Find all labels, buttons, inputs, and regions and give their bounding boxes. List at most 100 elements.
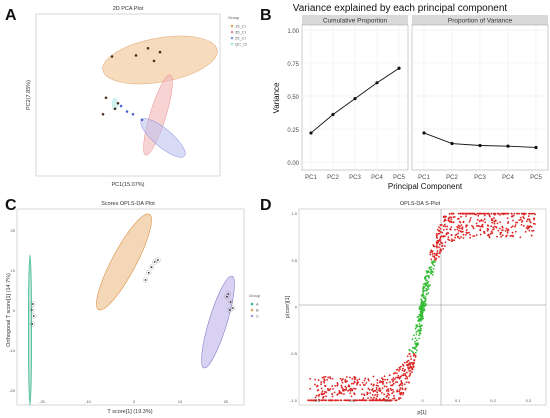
splot-point-significant — [499, 213, 501, 216]
panel-label-a: A — [5, 7, 17, 24]
splot-point-significant — [516, 212, 519, 215]
splot-point-significant — [327, 389, 330, 392]
splot-point-significant — [409, 372, 412, 375]
splot-point-significant — [443, 220, 446, 222]
splot-point-significant — [346, 399, 349, 402]
splot-point-significant — [372, 375, 375, 378]
splot-point-significant — [438, 246, 440, 248]
x-tick-label: 20 — [224, 399, 229, 404]
splot-point-significant — [492, 226, 495, 229]
splot-point-significant — [514, 230, 517, 233]
facet-strip — [412, 15, 548, 25]
splot-point-significant — [435, 234, 438, 237]
y-tick-label: -1.0 — [290, 398, 298, 403]
splot-point-significant — [457, 236, 459, 239]
splot-point-significant — [396, 389, 399, 392]
x-tick-label: 0.2 — [490, 398, 496, 403]
opls-point-ring — [30, 301, 36, 307]
splot-point-significant — [381, 382, 384, 384]
splot-point-significant — [402, 393, 404, 396]
splot-point-nonsignificant — [414, 327, 417, 330]
opls-point — [229, 301, 232, 303]
splot-point-significant — [372, 383, 375, 386]
splot-point-significant — [526, 227, 529, 230]
splot-point-significant — [443, 245, 446, 248]
splot-point-significant — [402, 367, 404, 370]
splot-point-significant — [523, 217, 525, 220]
splot-point-significant — [317, 395, 320, 397]
splot-point-nonsignificant — [422, 296, 425, 299]
splot-point-nonsignificant — [423, 302, 426, 304]
splot-point-significant — [371, 394, 374, 396]
splot-point-nonsignificant — [417, 315, 420, 318]
splot-point-significant — [443, 218, 446, 221]
panel-label-c: C — [5, 197, 17, 214]
splot-point-nonsignificant — [423, 289, 426, 292]
splot-point-significant — [399, 368, 401, 371]
splot-point-nonsignificant — [410, 350, 413, 353]
x-tick-label: 0 — [421, 398, 424, 403]
x-tick-label: PC2 — [446, 175, 458, 181]
splot-point-nonsignificant — [420, 307, 423, 310]
splot-point-nonsignificant — [418, 334, 420, 337]
splot-point-significant — [444, 235, 446, 238]
splot-point-significant — [322, 393, 325, 395]
splot-point-significant — [409, 365, 412, 368]
splot-point-significant — [482, 220, 484, 222]
opls-point — [232, 307, 234, 309]
splot-point-significant — [472, 212, 474, 215]
splot-point-significant — [519, 216, 522, 219]
splot-point-significant — [356, 379, 359, 382]
splot-point-significant — [490, 217, 493, 220]
splot-point-significant — [447, 238, 450, 241]
splot-point-significant — [378, 399, 381, 402]
splot-point-significant — [452, 216, 455, 219]
opls-point — [157, 259, 159, 261]
opls-legend-key — [250, 302, 254, 306]
variance-y-ticks: 0.00 0.25 0.50 0.75 1.00 — [287, 29, 299, 167]
splot-point-significant — [395, 399, 398, 402]
splot-point-significant — [347, 399, 350, 402]
splot-point-significant — [320, 387, 323, 390]
variance-point — [331, 112, 335, 117]
splot-point-significant — [399, 387, 402, 390]
splot-point-significant — [312, 399, 315, 402]
splot-point-significant — [451, 212, 454, 215]
splot-point-significant — [525, 226, 528, 229]
splot-point-significant — [323, 376, 325, 378]
splot-point-significant — [380, 391, 383, 394]
splot-point-significant — [345, 387, 348, 389]
splot-point-significant — [342, 378, 344, 380]
facet-strip-label: Proportion of Variance — [448, 18, 513, 25]
splot-point-nonsignificant — [420, 327, 422, 330]
splot-point-significant — [325, 395, 328, 398]
splot-point-significant — [516, 221, 519, 224]
splot-point-significant — [404, 388, 407, 391]
opls-point-ring — [142, 277, 149, 283]
splot-point-nonsignificant — [424, 299, 427, 302]
splot-point-significant — [396, 381, 399, 384]
splot-point-significant — [409, 363, 412, 366]
splot-point-nonsignificant — [418, 332, 421, 334]
splot-point-significant — [403, 370, 406, 373]
splot-point-significant — [448, 212, 451, 215]
splot-point-significant — [358, 378, 361, 381]
splot-point-nonsignificant — [413, 334, 415, 337]
facet-strip — [302, 15, 408, 25]
splot-point-significant — [439, 239, 441, 242]
splot-point-significant — [460, 236, 462, 238]
opls-y-label: Orthogonal T score[1] (14.7%) — [6, 273, 12, 347]
splot-point-significant — [396, 390, 398, 393]
splot-point-significant — [478, 220, 481, 223]
splot-point-significant — [438, 226, 440, 229]
splot-point-significant — [321, 397, 324, 399]
splot-point-significant — [519, 218, 522, 221]
splot-point-significant — [490, 212, 493, 215]
y-tick-label: 20 — [11, 228, 16, 233]
splot-point-nonsignificant — [415, 333, 418, 336]
splot-point-significant — [456, 226, 459, 228]
splot-point-significant — [490, 231, 493, 233]
splot-point-significant — [534, 213, 536, 216]
splot-point-significant — [472, 235, 475, 238]
y-tick-label: -20 — [9, 388, 16, 393]
